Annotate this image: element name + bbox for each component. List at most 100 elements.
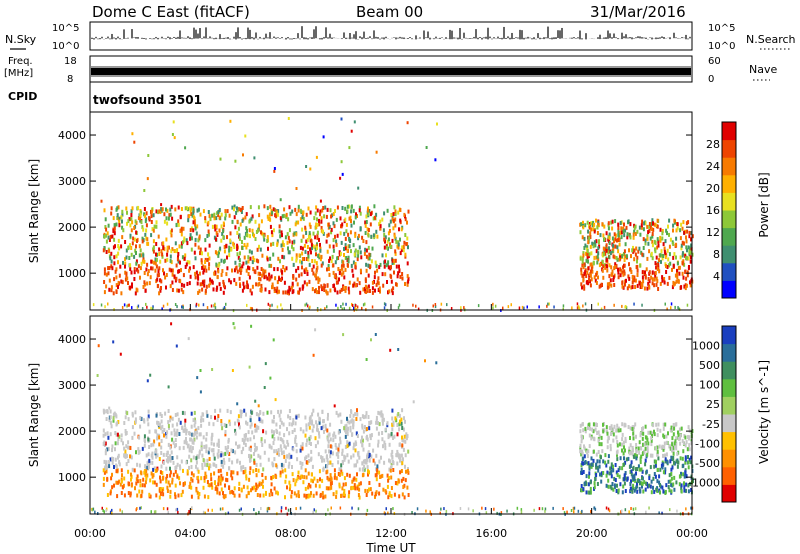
echo-cell (295, 268, 298, 273)
echo-cell (356, 412, 359, 417)
ground-scatter-cell (105, 509, 107, 513)
echo-cell (153, 224, 156, 229)
echo-cell (155, 224, 158, 229)
echo-cell (671, 465, 674, 470)
ground-scatter-cell (383, 306, 386, 310)
echo-cell (613, 283, 616, 287)
echo-cell (120, 468, 123, 473)
echo-cell (388, 467, 391, 472)
echo-cell (316, 265, 319, 270)
echo-cell (206, 480, 209, 484)
echo-cell (342, 285, 345, 290)
echo-cell (284, 290, 287, 295)
echo-cell (361, 442, 364, 447)
nave-bottom-tick: 0 (708, 74, 714, 85)
echo-cell (273, 286, 276, 291)
echo-cell (601, 222, 604, 227)
echo-cell (671, 457, 674, 462)
echo-cell (284, 495, 286, 500)
echo-cell (367, 415, 370, 419)
echo-cell (399, 218, 402, 223)
echo-cell (587, 423, 590, 428)
echo-cell (342, 482, 345, 487)
echo-cell (228, 245, 231, 250)
echo-cell (384, 239, 386, 244)
echo-cell (367, 245, 370, 250)
echo-cell (309, 247, 312, 252)
echo-cell (189, 481, 192, 486)
echo-cell (581, 263, 584, 268)
echo-cell (233, 204, 236, 209)
echo-cell (681, 456, 684, 461)
echo-cell (187, 207, 189, 212)
echo-cell (335, 280, 338, 285)
echo-cell (117, 280, 120, 285)
sparse-echo-cell (234, 159, 237, 163)
echo-cell (656, 245, 659, 250)
echo-cell (304, 433, 307, 438)
echo-cell (240, 268, 243, 272)
echo-cell (192, 473, 195, 478)
echo-cell (323, 214, 326, 219)
echo-cell (182, 468, 184, 473)
echo-cell (161, 254, 164, 259)
echo-cell (180, 287, 183, 292)
echo-cell (656, 479, 659, 484)
echo-cell (162, 460, 165, 465)
echo-cell (110, 264, 113, 269)
echo-cell (386, 245, 389, 250)
echo-cell (633, 488, 636, 493)
echo-cell (659, 483, 661, 487)
echo-cell (651, 453, 654, 458)
echo-cell (685, 239, 688, 244)
echo-cell (354, 233, 357, 238)
echo-cell (122, 260, 124, 265)
ground-scatter-cell (523, 306, 525, 310)
echo-cell (307, 485, 310, 490)
echo-cell (615, 450, 618, 455)
echo-cell (344, 206, 347, 211)
echo-cell (689, 231, 692, 235)
echo-cell (634, 278, 637, 283)
echo-cell (310, 449, 313, 454)
echo-cell (615, 264, 618, 269)
echo-cell (659, 253, 662, 258)
echo-cell (106, 410, 109, 415)
echo-cell (350, 204, 353, 209)
echo-cell (236, 219, 239, 224)
echo-cell (121, 235, 124, 240)
echo-cell (383, 237, 386, 242)
echo-cell (405, 242, 408, 247)
echo-cell (159, 412, 162, 417)
echo-cell (638, 225, 641, 230)
echo-cell (386, 280, 388, 284)
echo-cell (125, 248, 128, 253)
echo-cell (649, 236, 652, 241)
echo-cell (377, 439, 380, 444)
echo-cell (310, 472, 313, 477)
echo-cell (135, 287, 138, 292)
echo-cell (629, 482, 632, 486)
echo-cell (268, 263, 271, 268)
echo-cell (265, 490, 267, 495)
echo-cell (218, 208, 221, 212)
echo-cell (224, 213, 227, 218)
echo-cell (177, 493, 180, 498)
echo-cell (612, 468, 615, 473)
echo-cell (133, 254, 136, 259)
echo-cell (110, 285, 113, 290)
echo-cell (124, 264, 126, 269)
echo-cell (365, 214, 368, 219)
echo-cell (338, 467, 341, 472)
echo-cell (663, 246, 666, 251)
echo-cell (371, 290, 374, 295)
echo-cell (378, 491, 381, 496)
ground-scatter-cell (146, 305, 148, 309)
echo-cell (346, 248, 349, 253)
echo-cell (345, 229, 348, 234)
echo-cell (631, 474, 634, 479)
echo-cell (184, 418, 187, 423)
echo-cell (108, 287, 111, 292)
echo-cell (620, 230, 623, 235)
echo-cell (217, 438, 220, 443)
